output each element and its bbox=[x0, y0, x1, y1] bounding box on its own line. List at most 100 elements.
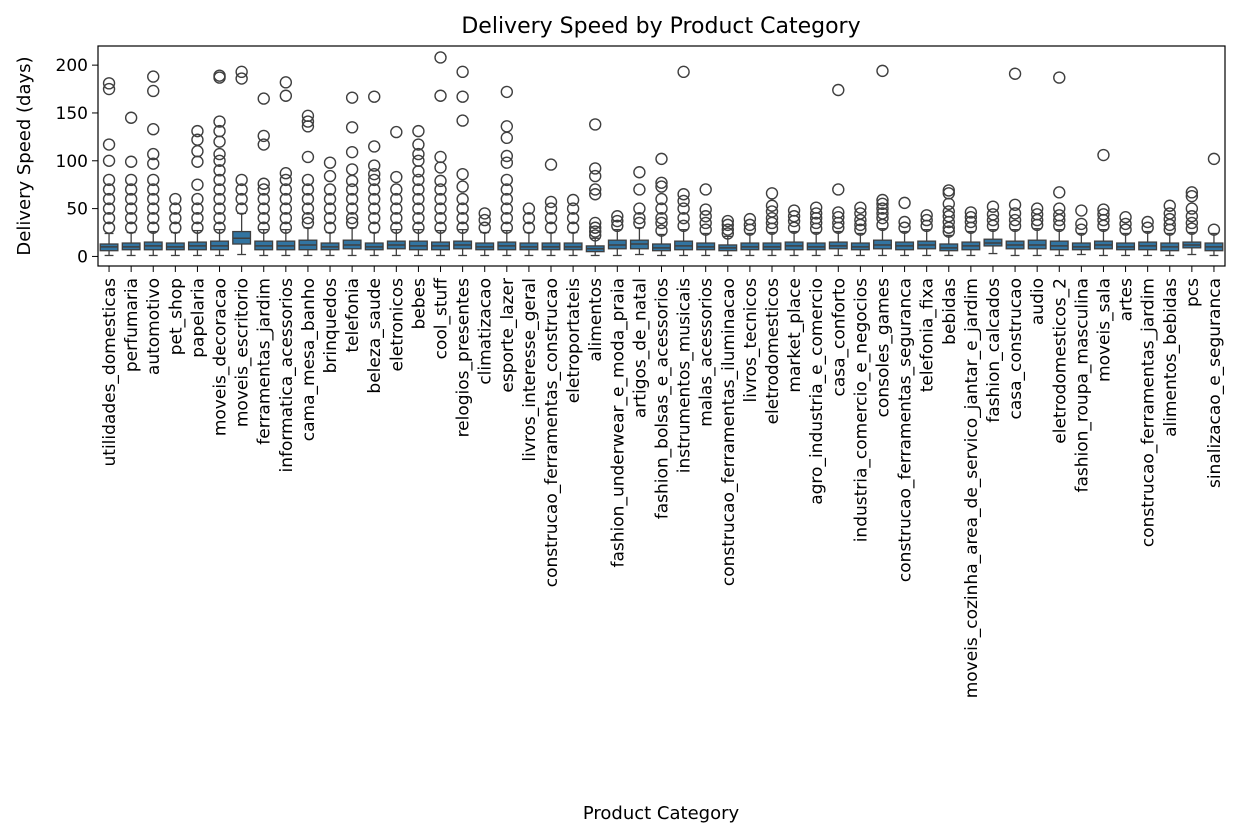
x-tick-label: cama_mesa_banho bbox=[299, 278, 319, 441]
outlier-point bbox=[1163, 207, 1176, 220]
outlier-point bbox=[169, 221, 182, 234]
outlier-point bbox=[213, 221, 226, 234]
outlier-point bbox=[633, 202, 646, 215]
outlier-point bbox=[213, 183, 226, 196]
outlier-point bbox=[147, 147, 160, 161]
outlier-point bbox=[478, 213, 491, 227]
outlier-point bbox=[655, 192, 668, 206]
x-tick-label: perfumaria bbox=[122, 278, 142, 372]
outlier-point bbox=[1097, 203, 1110, 216]
box-cool-stuff bbox=[431, 51, 451, 257]
outlier-point bbox=[456, 211, 469, 225]
outlier-point bbox=[876, 193, 889, 207]
box-moveis-sala bbox=[1093, 148, 1113, 257]
outlier-point bbox=[235, 202, 248, 215]
outlier-point bbox=[301, 216, 315, 230]
outlier-point bbox=[655, 211, 668, 225]
outlier-point bbox=[147, 123, 160, 136]
box-eletroportateis bbox=[563, 193, 583, 257]
outlier-point bbox=[412, 165, 425, 178]
box-beleza-saude bbox=[364, 90, 384, 257]
outlier-point bbox=[1185, 222, 1199, 235]
outlier-point bbox=[854, 207, 867, 220]
x-tick-label: telefonia_fixa bbox=[918, 278, 938, 392]
x-tick-label: moveis_escritorio bbox=[233, 278, 253, 427]
outlier-point bbox=[279, 211, 293, 225]
outlier-point bbox=[832, 83, 845, 97]
outlier-point bbox=[942, 197, 955, 211]
outlier-point bbox=[368, 159, 381, 172]
outlier-point bbox=[876, 211, 889, 225]
outlier-point bbox=[1163, 199, 1176, 212]
x-tick-label: market_place bbox=[785, 278, 805, 393]
outlier-point bbox=[1053, 209, 1066, 222]
outlier-point bbox=[942, 187, 955, 200]
outlier-point bbox=[279, 167, 293, 180]
y-tick-label: 50 bbox=[66, 200, 88, 220]
outlier-point bbox=[102, 211, 116, 225]
outlier-point bbox=[147, 183, 160, 196]
outlier-point bbox=[832, 211, 845, 224]
outlier-point bbox=[589, 162, 602, 175]
outlier-point bbox=[301, 202, 315, 215]
outlier-point bbox=[544, 211, 558, 225]
plot-frame bbox=[97, 45, 1226, 267]
outlier-point bbox=[1008, 67, 1022, 80]
x-tick-label: eletrodomesticos_2 bbox=[1050, 278, 1070, 444]
box-malas-acessorios bbox=[696, 183, 716, 257]
outlier-point bbox=[854, 201, 867, 214]
x-tick-label: construcao_ferramentas_jardim bbox=[1139, 278, 1159, 547]
x-tick-label: artigos_de_natal bbox=[630, 278, 650, 418]
outlier-point bbox=[1030, 208, 1044, 221]
x-tick-label: telefonia bbox=[343, 278, 363, 353]
outlier-point bbox=[809, 201, 823, 214]
box-utilidades-domesticas bbox=[99, 77, 119, 257]
outlier-point bbox=[544, 202, 558, 215]
outlier-point bbox=[456, 90, 469, 103]
x-tick-label: livros_tecnicos bbox=[741, 278, 761, 403]
box-eletronicos bbox=[386, 125, 406, 257]
x-tick-label: informatica_acessorios bbox=[277, 278, 297, 473]
outlier-point bbox=[124, 202, 138, 215]
outlier-point bbox=[279, 221, 293, 234]
outlier-point bbox=[500, 183, 514, 196]
outlier-point bbox=[169, 192, 182, 206]
outlier-point bbox=[213, 115, 226, 128]
outlier-point bbox=[1185, 202, 1199, 215]
outlier-point bbox=[412, 147, 425, 161]
outlier-point bbox=[191, 133, 204, 146]
x-tick-label: moveis_sala bbox=[1094, 278, 1114, 382]
outlier-point bbox=[169, 211, 182, 225]
outlier-point bbox=[942, 210, 955, 223]
outlier-point bbox=[345, 145, 359, 159]
outlier-point bbox=[213, 124, 226, 138]
outlier-point bbox=[566, 211, 580, 225]
outlier-point bbox=[1141, 221, 1154, 234]
outlier-point bbox=[345, 216, 359, 230]
outlier-point bbox=[235, 173, 248, 187]
outlier-point bbox=[147, 70, 160, 83]
outlier-point bbox=[500, 192, 514, 206]
outlier-point bbox=[147, 157, 160, 170]
box-bebidas bbox=[939, 184, 959, 257]
outlier-point bbox=[942, 205, 955, 218]
outlier-point bbox=[876, 207, 889, 220]
outlier-point bbox=[589, 225, 602, 238]
outlier-point bbox=[147, 211, 160, 225]
box-consoles-games bbox=[872, 64, 892, 257]
outlier-point bbox=[191, 124, 204, 138]
outlier-point bbox=[102, 173, 116, 187]
outlier-point bbox=[986, 208, 1000, 221]
outlier-point bbox=[412, 154, 425, 167]
outlier-point bbox=[721, 218, 734, 232]
outlier-point bbox=[257, 192, 270, 206]
outlier-point bbox=[257, 92, 270, 105]
box-informatica-acessorios bbox=[276, 76, 296, 257]
outlier-point bbox=[677, 194, 690, 208]
outlier-point bbox=[655, 224, 668, 237]
outlier-point bbox=[434, 183, 447, 196]
outlier-point bbox=[235, 65, 248, 79]
outlier-point bbox=[677, 65, 690, 79]
outlier-point bbox=[500, 149, 514, 163]
